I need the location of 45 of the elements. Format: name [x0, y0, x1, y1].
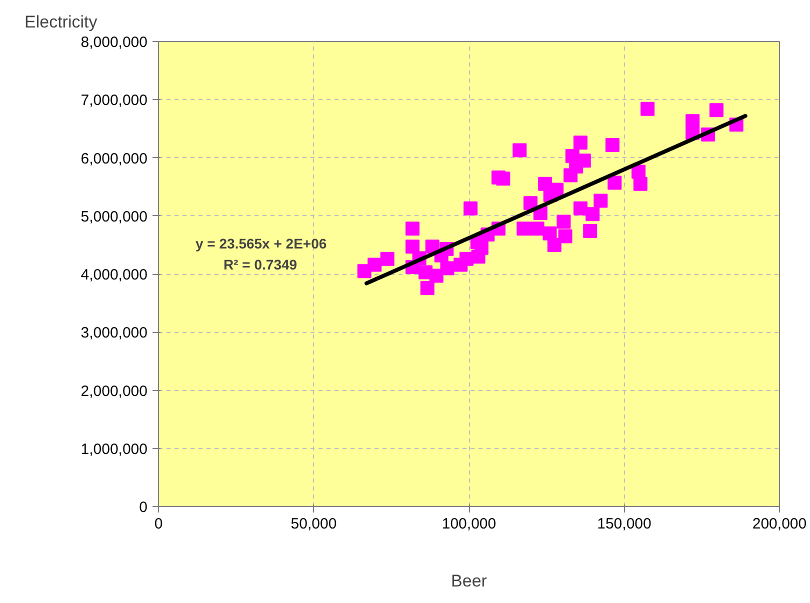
point [380, 252, 394, 266]
y-tick-label: 1,000,000 [80, 440, 148, 458]
point [556, 214, 571, 229]
point [633, 176, 648, 191]
y-tick-label: 6,000,000 [80, 150, 148, 168]
point [608, 176, 622, 190]
point [709, 103, 724, 118]
x-tick-label: 100,000 [442, 516, 496, 532]
x-tick-label: 0 [154, 516, 163, 532]
y-tick-label: 0 [139, 499, 148, 516]
point [405, 240, 420, 254]
point [516, 222, 531, 236]
x-tick-label: 150,000 [597, 516, 652, 532]
annotation: y = 23.565x + 2E+06 [196, 236, 327, 252]
point [464, 201, 478, 216]
x-axis-title: Beer [451, 572, 488, 590]
point [583, 224, 598, 238]
point [573, 136, 588, 150]
point [496, 172, 510, 186]
point [640, 102, 655, 116]
point [420, 280, 434, 295]
point [605, 138, 620, 152]
point [368, 258, 382, 272]
point [586, 207, 600, 222]
point [573, 201, 588, 216]
y-tick-label: 3,000,000 [80, 324, 148, 342]
y-tick-label: 2,000,000 [80, 382, 148, 400]
point [538, 176, 552, 191]
point [558, 229, 572, 244]
y-tick-label: 8,000,000 [80, 34, 148, 51]
point [512, 143, 527, 158]
point [594, 194, 608, 208]
annotation: R² = 0.7349 [224, 256, 298, 272]
point [547, 238, 562, 252]
x-tick-label: 50,000 [290, 516, 337, 532]
point [405, 222, 420, 236]
x-tick-label: 200,000 [752, 516, 807, 532]
y-tick-label: 7,000,000 [80, 92, 148, 110]
point [530, 222, 544, 236]
point [429, 268, 444, 283]
y-axis-title: Electricity [24, 12, 98, 32]
point [471, 250, 486, 264]
point [440, 261, 454, 276]
y-tick-label: 4,000,000 [80, 266, 148, 284]
y-tick-label: 5,000,000 [80, 208, 148, 226]
